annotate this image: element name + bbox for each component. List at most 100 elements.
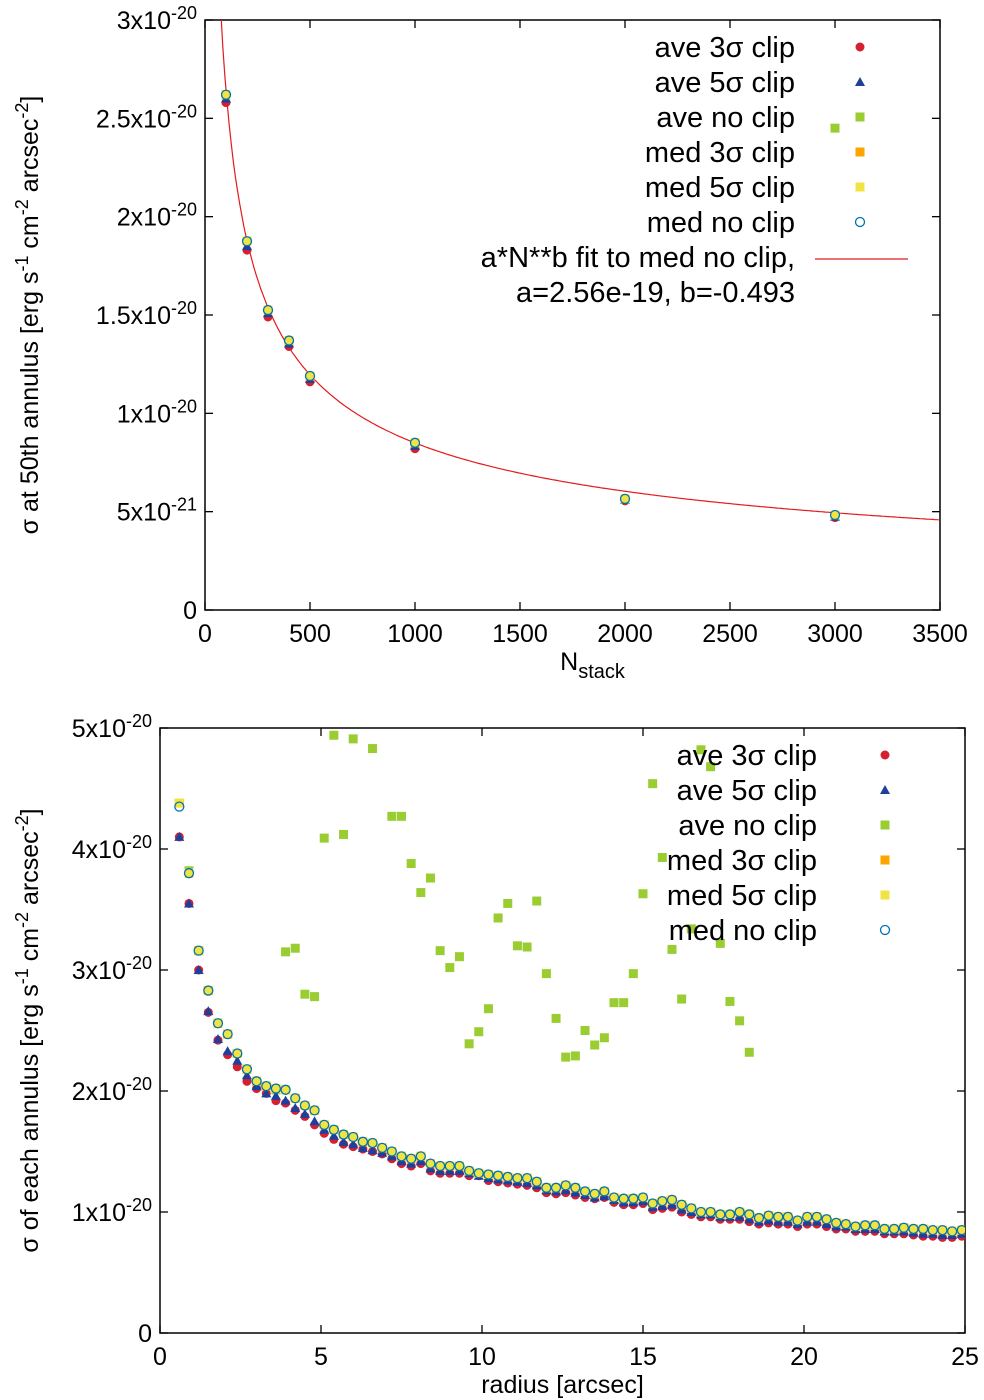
data-point-ave-no-clip [348,734,358,744]
data-point-med-5-clip [715,1209,725,1219]
data-point-med-no-clip [705,1206,716,1218]
chart-sigma-vs-nstack: 0 500 1000 1500 2000 2500 3000 3500 0 5x10-21 1x10… [12,3,968,683]
data-point-ave-no-clip [677,994,687,1004]
data-point-ave-5-clip [338,1136,349,1146]
legend-label: a*N**b fit to med no clip, [481,242,795,274]
legend-label: ave no clip [678,810,817,842]
data-point-ave-no-clip [319,833,329,843]
data-point-med-5-clip [184,868,194,878]
data-point-med-5-clip [242,236,252,246]
data-point-med-5-clip [830,510,840,520]
data-point-med-5-clip [213,1018,223,1028]
legend-marker [855,77,865,86]
data-point-ave-5-clip [270,1090,281,1100]
data-point-med-5-clip [599,1186,609,1196]
data-point-med-no-clip [174,801,185,812]
data-point-med-5-clip [532,1177,542,1187]
data-point-med-5-clip [387,1147,397,1156]
y-tick-label: 1.5x10-20 [96,298,197,330]
data-point-ave-no-clip [339,829,349,839]
data-point-med-5-clip [947,1226,957,1236]
data-point-med-5-clip [242,1064,252,1074]
data-point-med-no-clip [724,1209,736,1220]
data-point-med-no-clip [879,1223,890,1235]
data-point-ave-no-clip [281,947,291,957]
data-point-med-5-clip [406,1154,416,1164]
data-point-med-no-clip [927,1225,938,1236]
data-point-med-5-clip [590,1189,600,1199]
data-point-med-no-clip [396,1151,407,1162]
data-point-ave-5-clip [261,1088,272,1098]
data-point-ave-no-clip [387,811,397,821]
data-point-ave-no-clip [290,943,300,953]
data-point-ave-no-clip [570,1051,580,1061]
data-point-ave-no-clip [406,859,416,869]
data-point-ave-no-clip [628,969,638,979]
data-point-med-no-clip [309,1105,320,1116]
data-point-ave-no-clip [715,938,725,948]
data-point-med-no-clip [222,1028,233,1040]
data-point-ave-no-clip [599,1033,609,1043]
data-point-ave-5-clip [212,1033,223,1043]
data-point-med-no-clip [628,1193,639,1204]
data-point-ave-no-clip [667,944,677,954]
data-point-med-no-clip [782,1211,794,1222]
data-point-med-5-clip [410,438,420,448]
data-point-med-5-clip [503,1172,513,1182]
data-point-med-no-clip [212,1018,224,1029]
data-point-med-no-clip [348,1131,359,1143]
data-point-med-no-clip [840,1218,852,1230]
data-point-med-5-clip [339,1130,349,1140]
data-point-med-no-clip [889,1223,900,1235]
data-point-med-5-clip [725,1209,735,1219]
data-point-med-5-clip [831,1218,841,1228]
data-point-med-no-clip [608,1192,620,1203]
data-point-med-no-clip [637,1192,649,1203]
y-tick-label: 3x10-20 [117,3,197,35]
data-point-med-no-clip [463,1165,475,1177]
data-layer [220,20,939,523]
data-point-ave-5-clip [367,1145,378,1155]
data-point-ave-no-clip [493,913,503,923]
x-tick-label: 1500 [492,620,548,648]
data-point-med-5-clip [541,1183,551,1193]
legend-label: ave 3σ clip [655,32,795,64]
data-point-med-5-clip [570,1183,580,1193]
data-point-ave-no-clip [310,992,320,1002]
data-point-ave-5-clip [290,1102,301,1112]
legend-marker [854,216,866,228]
data-point-ave-no-clip [300,989,310,999]
data-point-med-5-clip [329,1125,339,1135]
data-point-med-no-clip [657,1195,668,1207]
data-point-med-no-clip [406,1153,417,1164]
data-point-med-5-clip [841,1219,851,1229]
data-point-med-5-clip [957,1225,965,1235]
legend-marker [879,924,891,936]
legend-marker [855,112,865,122]
data-point-ave-5-clip [183,898,194,908]
data-point-med-5-clip [851,1222,861,1232]
y-tick-label: 2x10-20 [72,1074,152,1106]
plot-frame [204,19,941,611]
legend-label: med 5σ clip [645,172,795,204]
data-point-med-5-clip [696,1207,706,1217]
x-tick-label: 20 [790,1343,818,1371]
data-point-med-no-clip [619,493,631,505]
data-point-ave-no-clip [609,998,619,1008]
data-point-med-no-clip [956,1225,965,1236]
data-point-med-5-clip [281,1085,291,1095]
data-point-med-no-clip [232,1048,243,1059]
data-point-ave-no-clip [648,779,658,789]
data-point-med-5-clip [870,1220,880,1230]
data-point-med-5-clip [425,1159,435,1169]
data-point-med-5-clip [271,1084,281,1094]
data-point-med-5-clip [918,1224,928,1234]
data-point-med-no-clip [328,1124,340,1135]
data-point-ave-no-clip [483,1004,493,1014]
data-point-med-no-clip [357,1136,369,1147]
chart-sigma-vs-radius: 0 5 10 15 20 25 0 1x10-20 2x10-20 3x10-20 4x10-20 5… [12,711,979,1399]
legend-marker [880,890,890,900]
data-point-med-5-clip [194,946,204,956]
data-point-ave-5-clip [241,1070,252,1080]
data-point-med-5-clip [677,1200,687,1210]
